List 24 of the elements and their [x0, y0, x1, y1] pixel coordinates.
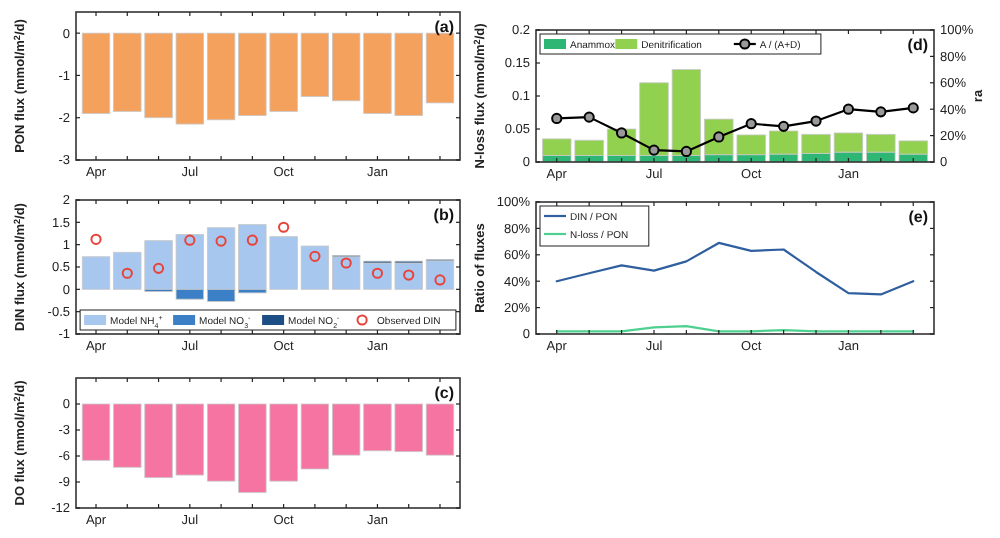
point: [778, 120, 790, 132]
point: [648, 144, 660, 156]
annotation: (b): [433, 206, 455, 224]
point: [215, 235, 227, 247]
point: [551, 112, 563, 125]
line-series: [555, 241, 915, 296]
point: [309, 250, 321, 262]
point: [184, 234, 196, 246]
point: [583, 111, 595, 123]
point: [875, 106, 887, 118]
annotation: (a): [434, 18, 455, 36]
point: [680, 145, 692, 158]
point: [745, 118, 757, 130]
point: [810, 115, 822, 127]
point: [246, 234, 258, 246]
point: [278, 221, 290, 233]
annotation: (c): [434, 384, 455, 402]
point: [907, 102, 919, 114]
point: [340, 257, 352, 269]
point: [615, 127, 628, 139]
point: [842, 103, 855, 115]
annotation: (e): [908, 208, 929, 226]
annotation: (d): [907, 36, 929, 54]
point: [90, 233, 102, 245]
